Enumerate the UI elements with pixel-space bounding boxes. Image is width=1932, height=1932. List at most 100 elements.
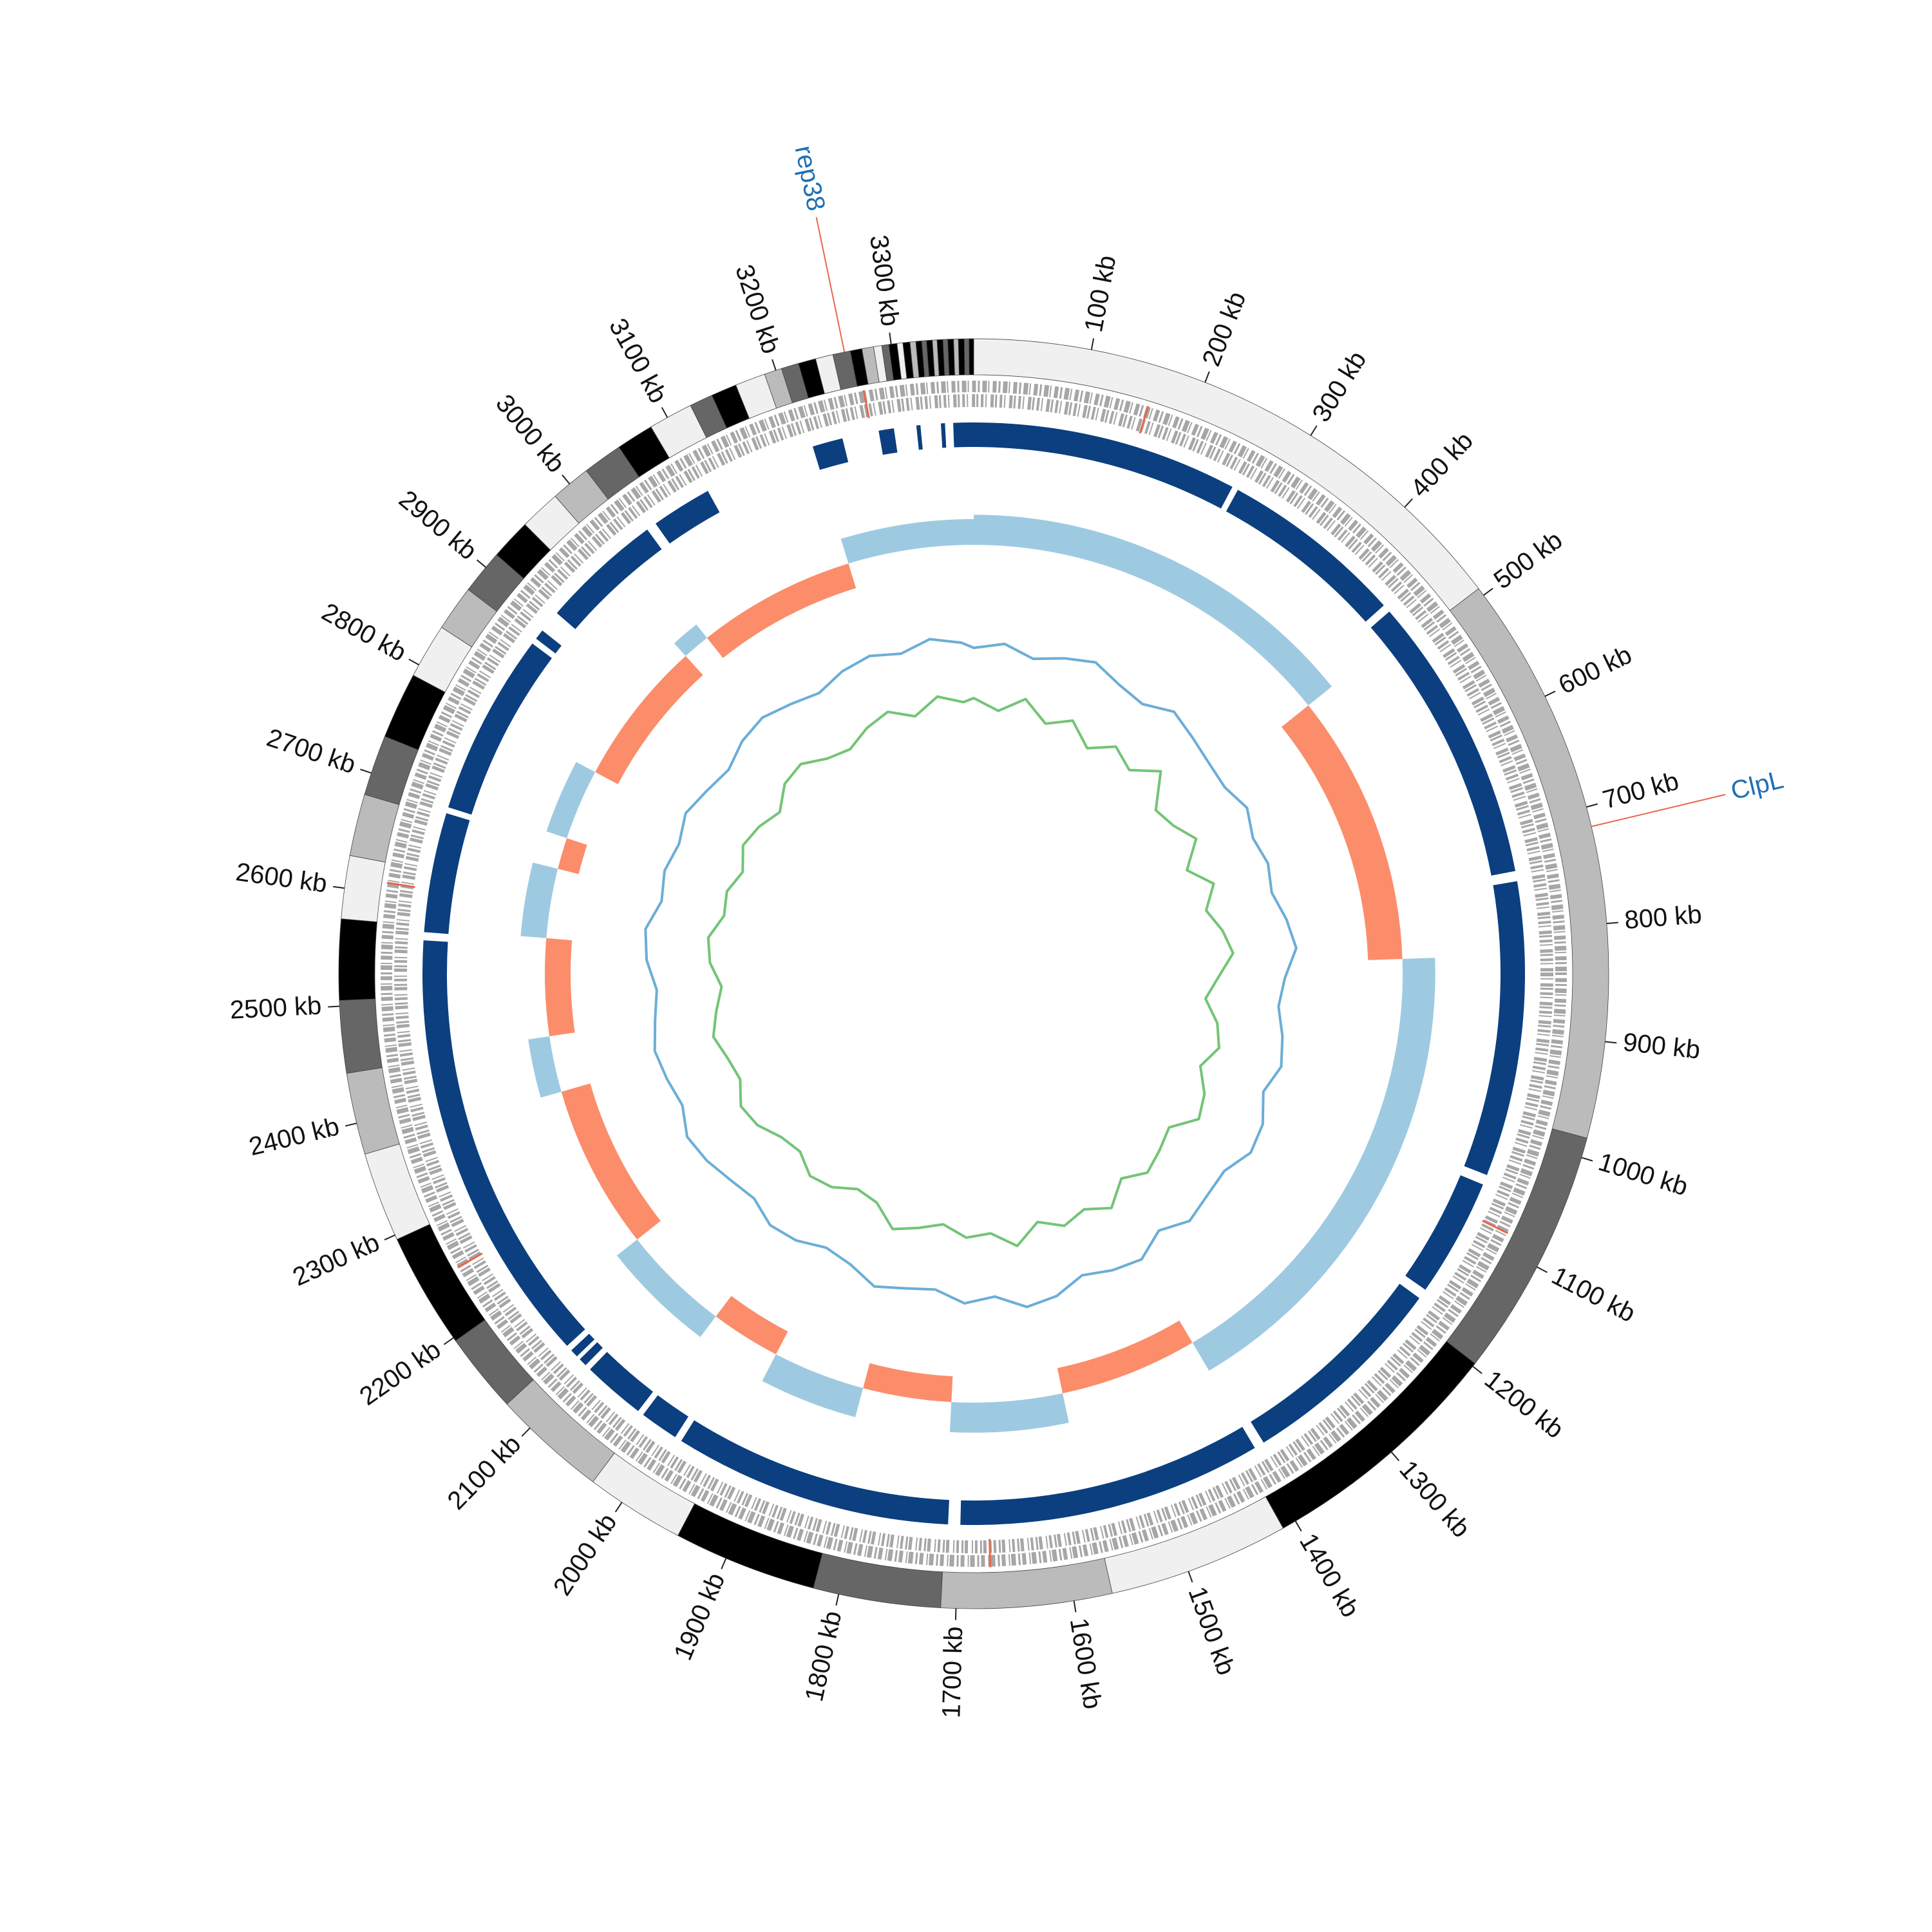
ideogram-block (958, 338, 965, 375)
x-tick-label: 100 kb (1079, 253, 1122, 334)
tick-mark (345, 1122, 357, 1127)
gc-content-line (706, 695, 1235, 1247)
alignment-block (916, 425, 923, 450)
alignment-block (422, 940, 585, 1346)
alignment-block (580, 1342, 603, 1365)
ideogram-block (1104, 1496, 1284, 1594)
x-tick-label: 2500 kb (229, 992, 322, 1025)
annotation-line (815, 216, 846, 352)
tick-mark (1188, 1571, 1193, 1583)
x-tick-label: 3300 kb (864, 233, 904, 328)
tick-mark (1090, 338, 1095, 350)
tick-mark (1472, 1365, 1482, 1374)
gc-skew-region (528, 1036, 562, 1098)
x-tick-label: 1500 kb (1182, 1583, 1240, 1679)
alignment-block (812, 438, 849, 470)
alignment-block (1226, 489, 1384, 622)
gene-track (381, 381, 1567, 1567)
alignment-block (536, 630, 562, 654)
tick-mark (408, 658, 420, 666)
gc-content-line (644, 638, 1298, 1309)
alignment-block (681, 1420, 949, 1525)
gc-skew-region (1281, 705, 1403, 960)
gc-skew-region (974, 515, 1332, 706)
ideogram-block (339, 998, 383, 1074)
x-tick-label: 500 kb (1489, 526, 1568, 594)
tick-mark (1544, 690, 1556, 697)
gc-skew-region (1057, 1320, 1193, 1394)
gc-skew-region (561, 1083, 661, 1240)
feature-mark (1482, 1220, 1509, 1235)
tick-mark (1390, 1452, 1400, 1461)
gc-skew-region (558, 838, 587, 875)
tick-mark (360, 768, 372, 774)
gc-skew-region (595, 656, 703, 784)
tick-mark (889, 332, 892, 345)
tick-mark (1483, 587, 1493, 596)
gc-skew-region (949, 1393, 1069, 1433)
alignment-block (1251, 1283, 1420, 1443)
alignment-block (655, 491, 720, 544)
alignment-block (960, 1426, 1255, 1525)
x-tick-label: 2400 kb (246, 1112, 342, 1161)
tick-mark (1404, 498, 1413, 508)
x-tick-label: 300 kb (1307, 346, 1372, 427)
alignment-block (940, 423, 947, 448)
ideogram-block (813, 1553, 943, 1609)
x-tick-label: 900 kb (1622, 1028, 1701, 1065)
feature-mark (862, 390, 870, 419)
tick-mark (1537, 1266, 1548, 1273)
alignment-block (1370, 611, 1516, 876)
ideogram-block (969, 338, 974, 375)
x-tick-label: 2300 kb (289, 1228, 384, 1292)
ideogram-block (940, 1558, 1113, 1609)
gc-skew-region (762, 1354, 864, 1417)
alignment-block (953, 422, 974, 448)
alignment-block (590, 1352, 654, 1412)
annotation-label: ClpL (1728, 766, 1786, 806)
tick-mark (1204, 371, 1210, 383)
tick-mark (1581, 1157, 1593, 1162)
annotation-line (1591, 793, 1726, 828)
x-tick-label: 3000 kb (490, 390, 571, 478)
tick-mark (772, 359, 777, 371)
x-tick-label: 2700 kb (263, 723, 359, 779)
tick-mark (1294, 1520, 1302, 1532)
gc-skew-region (1192, 958, 1435, 1371)
alignment-block (974, 422, 1233, 509)
x-tick-label: 3100 kb (603, 314, 672, 408)
x-tick-label: 1600 kb (1065, 1616, 1107, 1711)
x-tick-label: 600 kb (1554, 641, 1636, 700)
tick-mark (1586, 803, 1598, 808)
x-tick-label: 1000 kb (1595, 1148, 1691, 1201)
tick-mark (1310, 425, 1318, 436)
x-tick-label: 1900 kb (668, 1569, 730, 1664)
x-tick-label: 1100 kb (1547, 1262, 1640, 1328)
tick-mark (661, 407, 668, 418)
tick-mark (562, 474, 571, 485)
x-tick-label: 1700 kb (937, 1626, 968, 1719)
x-tick-label: 2800 kb (317, 598, 411, 667)
ideogram-block (349, 794, 400, 863)
tick-mark (333, 886, 345, 889)
alignment-block (1405, 1175, 1483, 1290)
tick-mark (721, 1558, 727, 1569)
ideogram-block (341, 855, 386, 922)
alignment-block (1464, 881, 1526, 1175)
x-tick-label: 2900 kb (393, 485, 482, 565)
gc-skew-region (616, 1239, 716, 1338)
alignment-block (448, 643, 553, 815)
x-tick-label: 1200 kb (1479, 1365, 1569, 1444)
gc-skew-region (545, 938, 575, 1037)
gc-skew-region (840, 519, 974, 564)
feature-mark (457, 1252, 483, 1269)
x-tick-label: 800 kb (1624, 900, 1703, 934)
ideogram-block (963, 338, 970, 375)
x-tick-label: 200 kb (1197, 288, 1252, 370)
gene-track-strand (394, 394, 1553, 1553)
feature-mark (1139, 406, 1150, 434)
tick-mark (476, 559, 487, 568)
x-tick-label: 1300 kb (1394, 1455, 1475, 1543)
ideogram-block (338, 918, 377, 1001)
